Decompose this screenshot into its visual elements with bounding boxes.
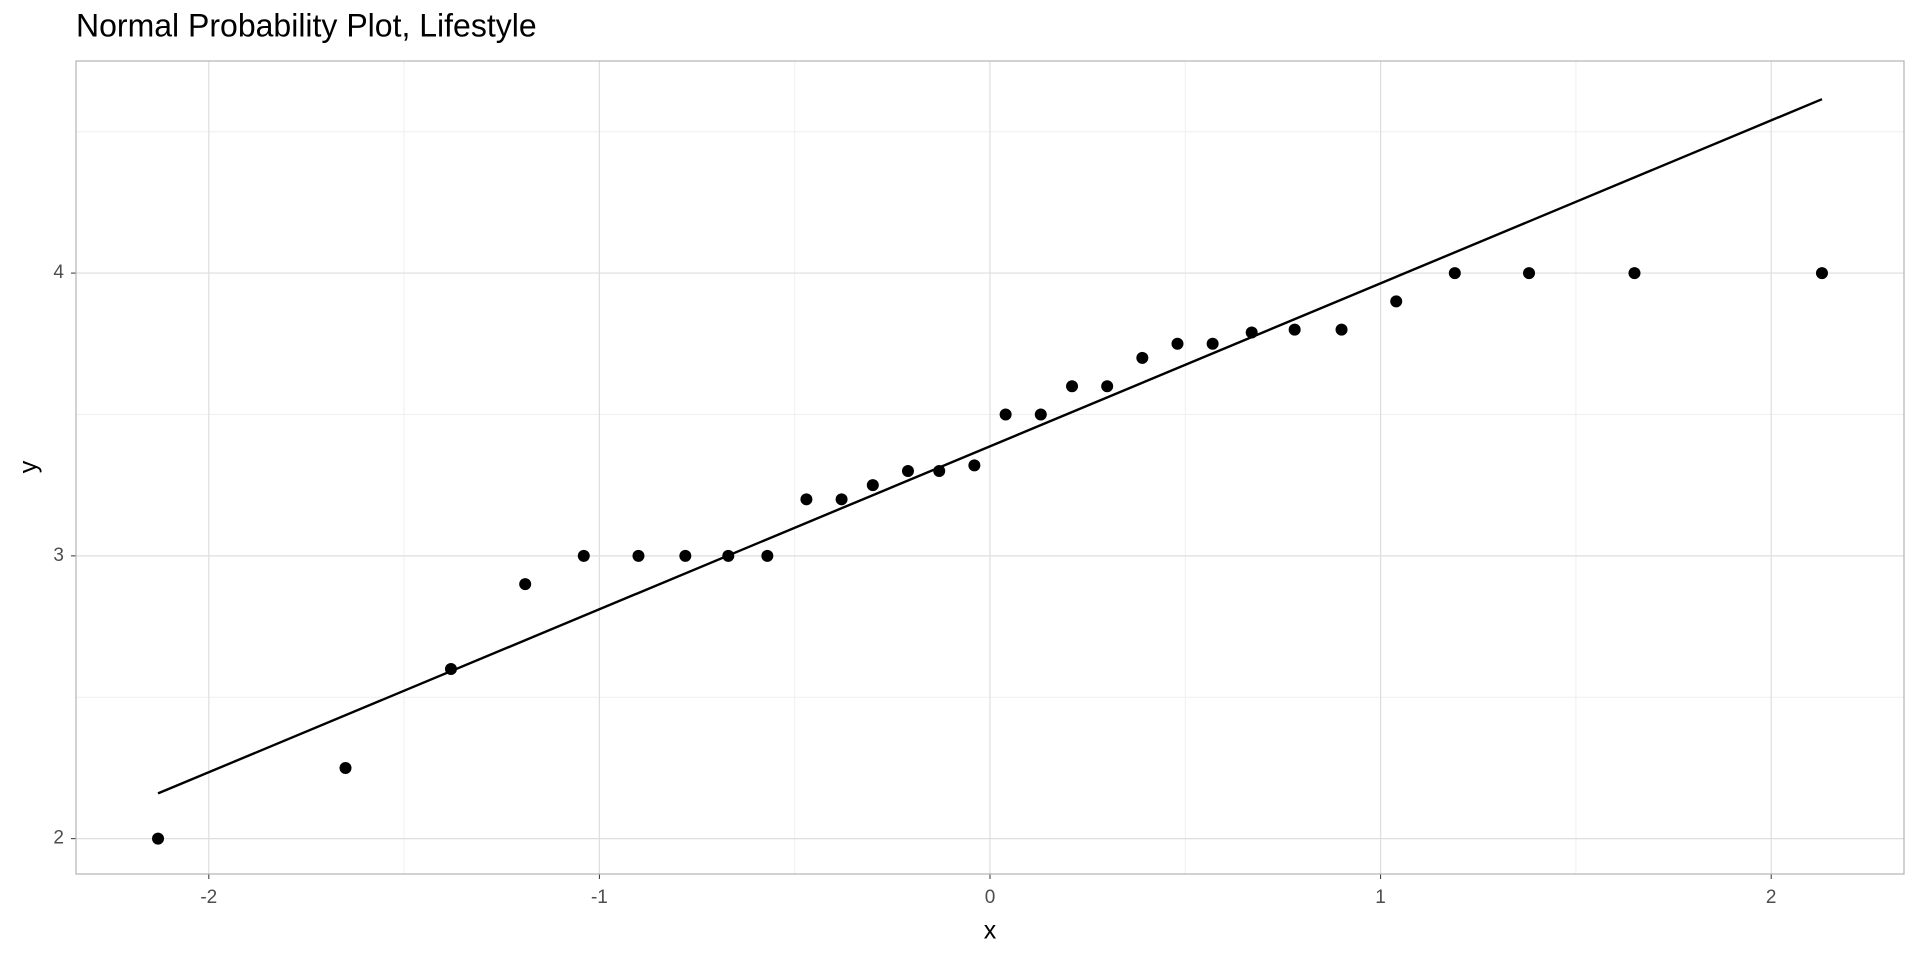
point: [1245, 326, 1258, 339]
point: [1136, 351, 1149, 364]
x-tick-label: -1: [591, 887, 608, 908]
point: [1390, 295, 1403, 308]
point: [968, 459, 981, 472]
point: [339, 761, 352, 774]
point: [1066, 380, 1079, 393]
point: [933, 465, 946, 478]
point: [632, 549, 645, 562]
point: [1101, 380, 1114, 393]
point: [1206, 337, 1219, 350]
point: [835, 493, 848, 506]
point: [1034, 408, 1047, 421]
point: [519, 578, 532, 591]
reference-line: [157, 98, 1823, 795]
point: [901, 465, 914, 478]
plot-border: [75, 60, 1905, 875]
point: [577, 549, 590, 562]
point: [1171, 337, 1184, 350]
y-tick-label: 3: [53, 545, 64, 566]
point: [1523, 267, 1536, 280]
point: [444, 662, 457, 675]
point: [800, 493, 813, 506]
point: [761, 549, 774, 562]
point: [866, 479, 879, 492]
x-tick-label: -2: [200, 887, 217, 908]
point: [679, 549, 692, 562]
y-axis-label: y: [15, 460, 43, 473]
point: [152, 832, 165, 845]
y-tick-label: 4: [53, 262, 64, 283]
point: [1335, 323, 1348, 336]
point: [722, 549, 735, 562]
x-tick-label: 2: [1766, 887, 1777, 908]
x-tick-label: 1: [1375, 887, 1386, 908]
y-tick-label: 2: [53, 828, 64, 849]
point: [1448, 267, 1461, 280]
point: [1288, 323, 1301, 336]
chart-title: Normal Probability Plot, Lifestyle: [76, 7, 537, 43]
point: [1628, 267, 1641, 280]
x-axis-label: x: [984, 917, 997, 945]
x-tick-label: 0: [985, 887, 996, 908]
point: [999, 408, 1012, 421]
point: [1815, 267, 1828, 280]
